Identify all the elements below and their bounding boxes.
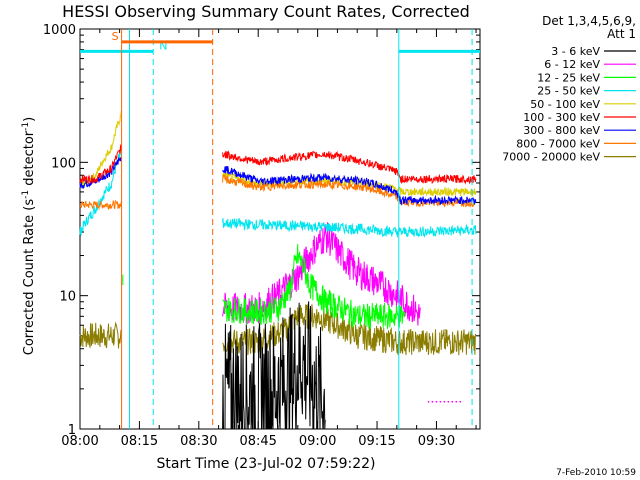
series-dot-6-12-keV: [451, 400, 454, 403]
series-dot-6-12-keV: [455, 400, 458, 403]
y-axis-label-part1: Corrected Count Rate (s: [22, 199, 37, 356]
y-axis-label-part3: ): [22, 117, 37, 122]
series-line-800-7000-keV-seg1: [79, 199, 122, 211]
y-tick-label: 1: [68, 423, 76, 438]
y-axis-label-part2: detector: [22, 130, 37, 190]
x-tick-label: 08:00: [61, 434, 98, 449]
x-tick-label: 08:45: [239, 434, 276, 449]
series-line-25-50-keV-seg1: [79, 147, 122, 236]
legend-item-label: 800 - 7000 keV: [516, 137, 600, 150]
legend-item-label: 25 - 50 keV: [537, 85, 600, 98]
legend-item-label: 50 - 100 keV: [530, 98, 600, 111]
legend-item-label: 12 - 25 keV: [537, 71, 600, 84]
series-line-7000-20000-keV-seg1: [79, 321, 122, 349]
x-axis-label: Start Time (23-Jul-02 07:59:22): [156, 456, 375, 472]
series-line-12-25-keV-seg2: [222, 244, 406, 330]
x-tick-label: 09:15: [358, 434, 395, 449]
night-label: N: [159, 39, 167, 52]
x-tick-label: 09:30: [418, 434, 455, 449]
footer-timestamp: 7-Feb-2010 10:59: [556, 468, 636, 478]
series-dot-6-12-keV: [435, 400, 438, 403]
series-line-25-50-keV-seg2: [222, 217, 477, 238]
legend-item-label: 100 - 300 keV: [523, 111, 600, 124]
legend-header-line2: Att 1: [607, 27, 636, 41]
series-dot-6-12-keV: [427, 400, 430, 403]
legend-item-label: 3 - 6 keV: [551, 45, 600, 58]
legend-header-line1: Det 1,3,4,5,6,9,: [542, 14, 636, 28]
legend-item-label: 300 - 800 keV: [523, 124, 600, 137]
y-axis-label-sup2: -1: [21, 122, 31, 131]
series-line-100-300-keV-seg2: [222, 149, 477, 185]
series-line-300-800-keV-seg1: [79, 156, 122, 190]
chart-title: HESSI Observing Summary Count Rates, Cor…: [62, 2, 470, 21]
orbit-overlay: NS: [80, 29, 480, 429]
series-dot-6-12-keV: [431, 400, 434, 403]
y-tick-label: 100: [51, 156, 76, 171]
series-layer: [79, 110, 477, 430]
series-dot-6-12-keV: [459, 400, 462, 403]
y-tick-label: 1000: [43, 23, 76, 38]
saa-label: S: [112, 30, 119, 43]
legend-item-label: 6 - 12 keV: [544, 58, 600, 71]
series-dot-6-12-keV: [447, 400, 450, 403]
series-line-100-300-keV-seg1: [79, 144, 122, 185]
series-line-300-800-keV-seg2: [222, 165, 477, 206]
y-axis-label: Corrected Count Rate (s-1 detector-1): [21, 117, 37, 355]
x-tick-label: 08:15: [121, 434, 158, 449]
x-tick-label: 08:30: [180, 434, 217, 449]
x-tick-label: 09:00: [299, 434, 336, 449]
y-axis-label-sup1: -1: [21, 190, 31, 199]
series-dot-6-12-keV: [439, 400, 442, 403]
legend-item-label: 7000 - 20000 keV: [502, 151, 600, 164]
axes: 1 10 100 1000 08:00 08:15 08:30 08:45 09:00 09:15…: [43, 23, 481, 449]
y-tick-label: 10: [59, 290, 76, 305]
series-line-3-6-keV-seg2: [222, 301, 326, 430]
series-dot-6-12-keV: [443, 400, 446, 403]
